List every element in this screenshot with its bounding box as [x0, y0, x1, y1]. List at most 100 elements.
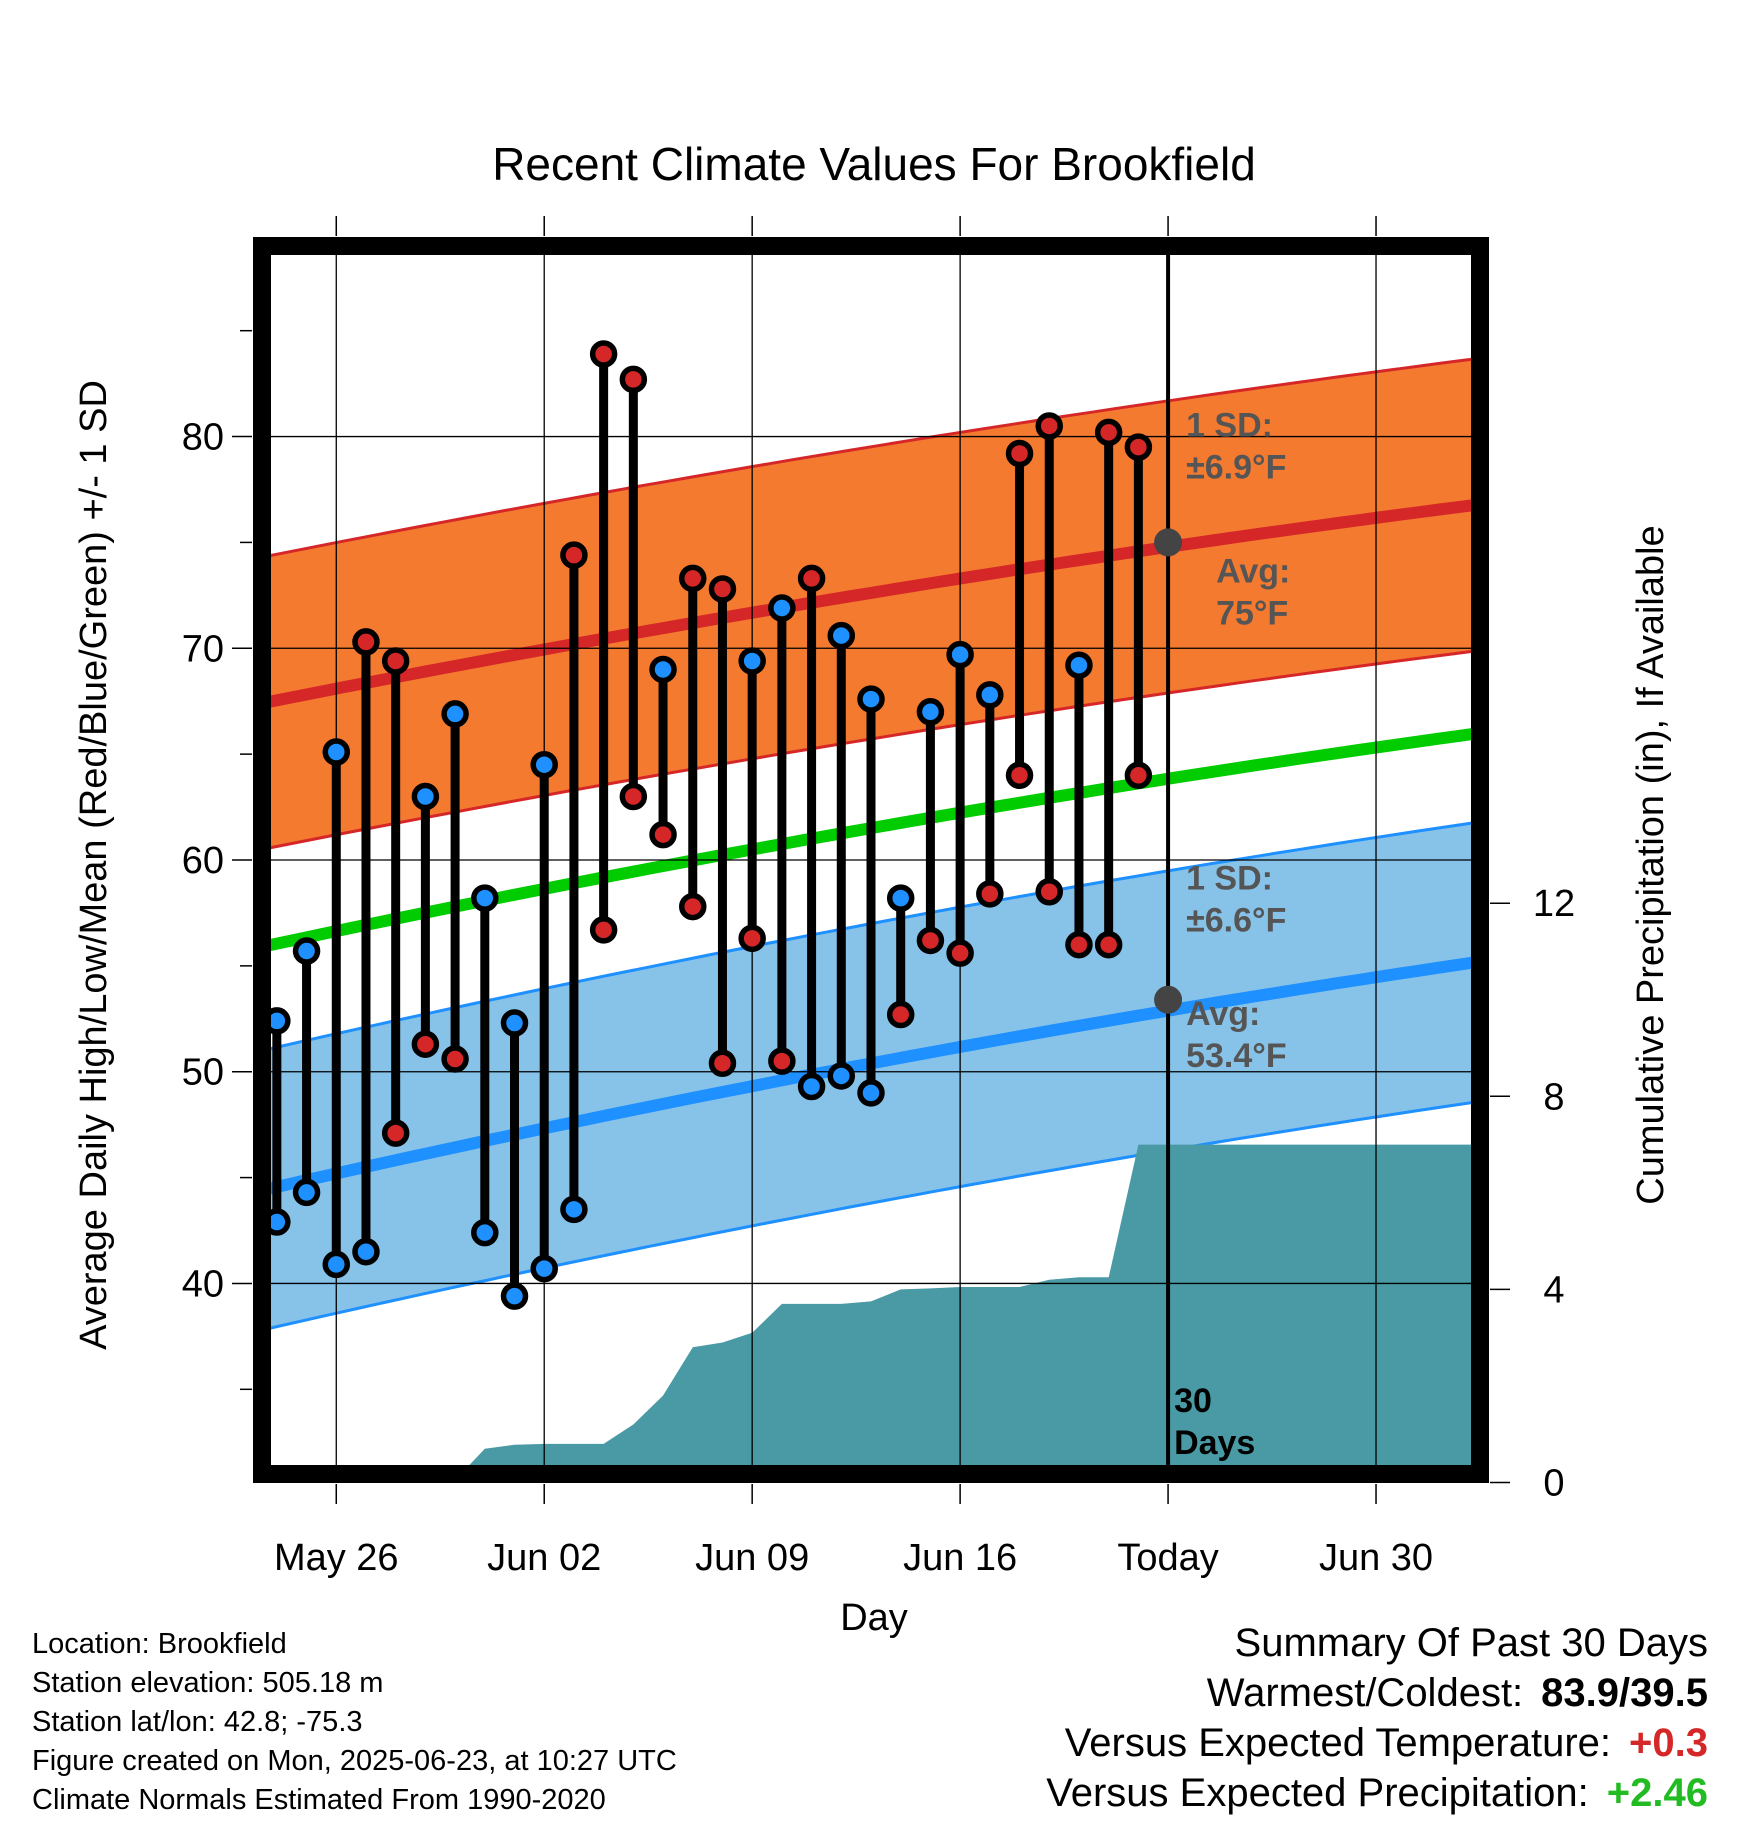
- location-text: Location: Brookfield: [32, 1628, 287, 1660]
- daily-high-point: [1035, 412, 1063, 440]
- daily-low-point: [411, 1030, 440, 1058]
- daily-low-point: [916, 926, 945, 955]
- summary-panel: Summary Of Past 30 Days Warmest/Coldest:…: [1046, 1618, 1708, 1818]
- y-tick-label-left: 60: [182, 840, 224, 882]
- station-info: Location: Brookfield Station elevation: …: [32, 1625, 677, 1820]
- daily-high-point: [1005, 439, 1034, 468]
- x-tick-label: Jun 30: [1319, 1537, 1433, 1579]
- daily-low-point: [441, 1045, 469, 1073]
- summary-precip: Versus Expected Precipitation: +2.46: [1046, 1768, 1708, 1818]
- daily-high-point: [976, 681, 1004, 709]
- daily-high-point: [946, 640, 974, 669]
- daily-low-point: [946, 939, 974, 967]
- daily-low-point: [1094, 930, 1123, 959]
- daily-high-point: [381, 647, 410, 675]
- daily-high-point: [471, 884, 499, 912]
- daily-low-point: [976, 880, 1004, 908]
- y-tick-label-left: 40: [182, 1263, 224, 1305]
- daily-low-point: [886, 1000, 915, 1029]
- days-word-label: Days: [1174, 1424, 1255, 1462]
- daily-high-point: [560, 541, 588, 569]
- daily-high-point: [797, 564, 826, 593]
- daily-high-point: [530, 750, 558, 779]
- daily-low-point: [589, 916, 618, 944]
- daily-high-point: [916, 698, 945, 726]
- high-avg-label: Avg:: [1216, 553, 1290, 591]
- y-tick-label-right: 4: [1543, 1269, 1564, 1311]
- y-tick-label-right: 12: [1533, 883, 1575, 925]
- precip-label: Versus Expected Precipitation:: [1046, 1771, 1589, 1815]
- daily-high-point: [708, 575, 737, 603]
- daily-low-point: [322, 1250, 351, 1279]
- daily-high-point: [738, 647, 766, 675]
- days-count-label: 30: [1174, 1382, 1212, 1420]
- daily-low-point: [500, 1282, 529, 1310]
- daily-high-point: [886, 884, 915, 912]
- daily-low-point: [1124, 761, 1153, 790]
- daily-high-point: [500, 1009, 529, 1037]
- y-tick-label-right: 0: [1543, 1462, 1564, 1504]
- temp-label: Versus Expected Temperature:: [1064, 1721, 1612, 1765]
- latlon-text: Station lat/lon: 42.8; -75.3: [32, 1706, 363, 1738]
- created-text: Figure created on Mon, 2025-06-23, at 10…: [32, 1745, 677, 1777]
- daily-low-point: [352, 1237, 380, 1266]
- plot-inner: 1 SD: ±6.9°F Avg: 75°F 1 SD: ±6.6°F Avg: 53.4°F…: [262, 246, 1480, 1474]
- temp-value: +0.3: [1629, 1721, 1708, 1765]
- daily-low-point: [738, 924, 766, 953]
- daily-low-point: [857, 1079, 885, 1107]
- daily-high-point: [1124, 433, 1153, 461]
- y-tick-label-left: 50: [182, 1052, 224, 1094]
- low-sd-value: ±6.6°F: [1186, 902, 1286, 940]
- low-sd-band-lower-edge: [262, 1099, 1480, 1332]
- daily-low-point: [381, 1119, 410, 1147]
- high-sd-band-fill: [262, 358, 1480, 850]
- daily-low-point: [768, 1047, 796, 1075]
- daily-high-point: [589, 340, 618, 368]
- daily-high-point: [619, 365, 648, 394]
- high-avg-value: 75°F: [1216, 595, 1288, 633]
- daily-low-point: [1005, 761, 1034, 790]
- daily-high-point: [649, 655, 677, 684]
- daily-high-point: [292, 937, 321, 965]
- x-axis-label: Day: [840, 1597, 908, 1639]
- x-tick-label: Today: [1117, 1537, 1218, 1579]
- x-tick-label: Jun 02: [487, 1537, 601, 1579]
- plot-area: 1 SD: ±6.9°F Avg: 75°F 1 SD: ±6.6°F Avg: 53.4°F…: [182, 216, 1575, 1579]
- high-sd-value: ±6.9°F: [1186, 449, 1286, 487]
- elevation-text: Station elevation: 505.18 m: [32, 1667, 384, 1699]
- summary-title: Summary Of Past 30 Days: [1234, 1621, 1708, 1665]
- chart-title: Recent Climate Values For Brookfield: [492, 138, 1256, 190]
- y-axis-label-right: Cumulative Precipitation (in), If Availa…: [1630, 525, 1672, 1204]
- daily-high-point: [1065, 651, 1093, 679]
- precipitation-area: [460, 1144, 1480, 1474]
- warm-cold-label: Warmest/Coldest:: [1206, 1671, 1524, 1715]
- daily-low-point: [619, 782, 648, 811]
- summary-warm-cold: Warmest/Coldest: 83.9/39.5: [1046, 1668, 1708, 1718]
- daily-high-point: [768, 594, 796, 622]
- daily-low-point: [292, 1178, 321, 1207]
- daily-low-point: [471, 1218, 499, 1247]
- high-sd-band-upper-edge: [262, 356, 1480, 559]
- daily-high-point: [322, 738, 351, 766]
- daily-low-point: [827, 1062, 856, 1090]
- daily-high-point: [857, 685, 885, 713]
- daily-high-point: [411, 782, 440, 811]
- low-avg-label: Avg:: [1186, 995, 1260, 1033]
- low-avg-value: 53.4°F: [1186, 1037, 1287, 1075]
- daily-low-point: [1035, 878, 1063, 906]
- summary-temp: Versus Expected Temperature: +0.3: [1046, 1718, 1708, 1768]
- plot-frame: [253, 237, 1489, 1483]
- daily-low-point: [679, 892, 707, 921]
- daily-low-point: [708, 1049, 737, 1078]
- today-low-avg-marker: [1154, 985, 1183, 1014]
- x-tick-label: Jun 16: [903, 1537, 1017, 1579]
- warm-cold-value: 83.9/39.5: [1541, 1671, 1708, 1715]
- daily-low-point: [1065, 930, 1093, 959]
- x-tick-label: Jun 09: [695, 1537, 809, 1579]
- precip-value: +2.46: [1606, 1771, 1708, 1815]
- high-sd-label: 1 SD:: [1186, 407, 1273, 445]
- daily-high-point: [679, 564, 707, 593]
- daily-high-point: [1094, 418, 1123, 447]
- avg-high-line: [262, 498, 1480, 710]
